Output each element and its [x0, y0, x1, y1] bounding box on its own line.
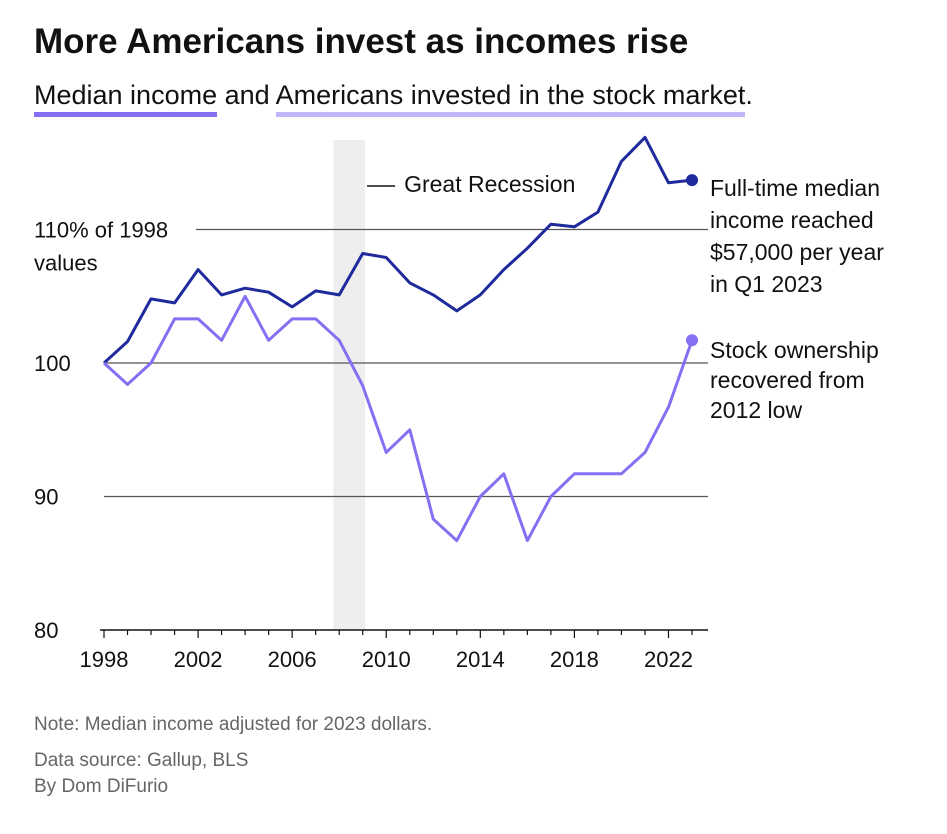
gridlines [104, 228, 708, 498]
series-line-median-income [102, 135, 693, 365]
subtitle-median-income: Median income [34, 80, 218, 117]
x-tick-label-2010: 2010 [362, 647, 411, 672]
subtitle-and: and [217, 80, 276, 110]
y-tick-label-80: 80 [34, 618, 58, 643]
x-tick-label-2022: 2022 [644, 647, 693, 672]
y-reference-label-line1: 110% of 1998 [34, 218, 168, 243]
income-annotation-line: income reached [710, 207, 874, 233]
subtitle-stock-market: Americans invested in the stock market [275, 80, 746, 117]
income-annotation-line: $57,000 per year [710, 239, 884, 265]
x-tick-label-1998: 1998 [80, 647, 129, 672]
y-axis-ticks: 80 90 100 [34, 351, 71, 643]
footer-byline: By Dom DiFurio [34, 776, 169, 797]
y-tick-label-90: 90 [34, 485, 58, 510]
footer-source: Data source: Gallup, BLS [34, 750, 249, 771]
chart-subtitle: Median income and Americans invested in … [34, 80, 753, 117]
x-tick-label-2018: 2018 [550, 647, 599, 672]
great-recession-label: Great Recession [404, 171, 575, 197]
stock-annotation-line: 2012 low [710, 397, 802, 423]
chart-title: More Americans invest as incomes rise [34, 22, 689, 61]
stock-annotation-line: recovered from [710, 367, 865, 393]
y-reference-label-line2: values [34, 251, 98, 276]
great-recession-shade [333, 140, 366, 630]
x-axis-ticks: 1998 2002 2006 2010 2014 2018 2022 [80, 630, 693, 672]
series-line-stock-ownership [102, 294, 694, 543]
footer-note: Note: Median income adjusted for 2023 do… [34, 714, 433, 735]
x-tick-label-2006: 2006 [268, 647, 317, 672]
income-annotation-line: in Q1 2023 [710, 271, 823, 297]
series-lines [102, 135, 698, 543]
subtitle-period: . [745, 80, 753, 110]
stock-annotation-line: Stock ownership [710, 337, 879, 363]
series-end-point-stock-ownership [686, 334, 698, 347]
y-tick-label-100: 100 [34, 351, 71, 376]
series-end-point-median-income [686, 174, 698, 187]
end-annotations: Full-time median income reached $57,000 pe… [710, 175, 884, 423]
income-annotation-line: Full-time median [710, 175, 880, 201]
x-tick-label-2014: 2014 [456, 647, 505, 672]
x-tick-label-2002: 2002 [174, 647, 223, 672]
